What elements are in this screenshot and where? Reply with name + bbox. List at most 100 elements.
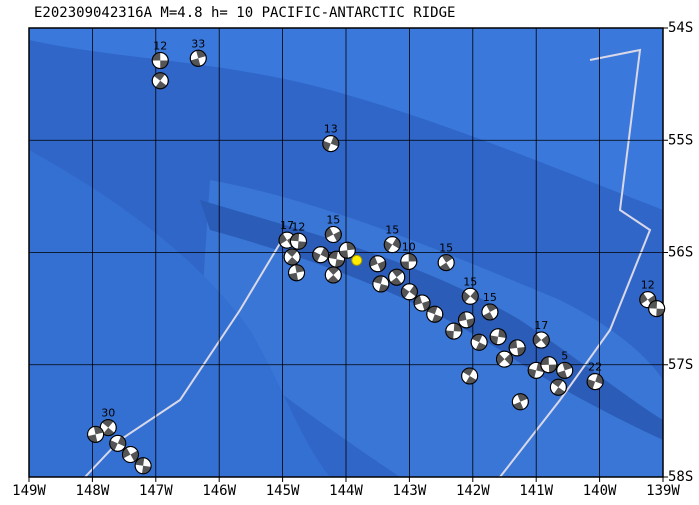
beachball-quadrant — [346, 242, 356, 251]
beachball-outline — [151, 72, 169, 90]
beachball-outline — [322, 135, 340, 153]
beachball-quadrant — [462, 291, 471, 303]
focal-mechanism — [288, 264, 306, 282]
focal-mechanism — [121, 446, 139, 464]
focal-mechanism — [413, 294, 431, 312]
beachball-quadrant — [470, 290, 479, 302]
focal-mechanism — [508, 339, 526, 357]
x-tick-label: 149W — [12, 483, 46, 499]
beachball-outline — [189, 49, 207, 67]
beachball-quadrant — [408, 253, 417, 262]
focal-mechanism — [445, 322, 463, 340]
beachball-outline — [457, 311, 475, 329]
beachball-outline — [445, 322, 463, 340]
beachball-quadrant — [288, 272, 299, 281]
focal-mechanism — [556, 361, 574, 379]
beachball-outline — [461, 287, 479, 305]
focal-mechanism — [338, 241, 356, 259]
beachball-outline — [648, 300, 666, 318]
focal-mechanism — [648, 300, 666, 318]
depth-label: 12 — [641, 279, 655, 292]
beachball-quadrant — [295, 264, 305, 273]
focal-mechanism — [388, 268, 406, 286]
beachball-quadrant — [333, 230, 342, 242]
x-tick-label: 142W — [456, 483, 490, 499]
epicenter — [351, 254, 363, 266]
focal-mechanism — [324, 266, 342, 284]
beachball-quadrant — [439, 262, 451, 271]
depth-label: 15 — [463, 275, 477, 288]
beachball-outline — [134, 457, 152, 475]
beachball-quadrant — [286, 256, 299, 265]
beachball-quadrant — [142, 465, 152, 474]
beachball-quadrant — [339, 250, 349, 259]
y-tick-label: 54S — [668, 20, 693, 36]
beachball-quadrant — [466, 318, 475, 328]
focal-mechanism — [134, 457, 152, 475]
focal-mechanism — [586, 373, 604, 391]
beachball-quadrant — [390, 277, 402, 286]
beachball-quadrant — [384, 240, 393, 252]
depth-label: 10 — [402, 240, 416, 253]
depth-label: 5 — [561, 349, 568, 362]
focal-mechanism — [383, 236, 401, 254]
beachball-quadrant — [328, 251, 338, 260]
focal-mechanism — [109, 434, 127, 452]
beachball-quadrant — [504, 353, 513, 365]
beachball-quadrant — [656, 308, 665, 317]
beachball-outline — [540, 356, 558, 374]
x-tick-label: 146W — [202, 483, 236, 499]
depth-label: 22 — [588, 361, 602, 374]
focal-mechanism — [369, 255, 387, 273]
depth-label: 17 — [280, 219, 294, 232]
beachball-outline — [369, 255, 387, 273]
depth-label: 30 — [101, 407, 115, 420]
beachball-quadrant — [409, 285, 418, 297]
beachball-quadrant — [87, 434, 98, 443]
beachball-quadrant — [441, 254, 453, 263]
beachball-outline — [87, 425, 105, 443]
beachball-quadrant — [553, 387, 565, 396]
depth-label: 15 — [385, 224, 399, 237]
focal-mechanism — [283, 248, 301, 266]
beachball-outline — [383, 236, 401, 254]
beachball-quadrant — [648, 300, 658, 309]
x-tick-label: 139W — [646, 483, 680, 499]
beachball-quadrant — [327, 274, 339, 283]
beachball-outline — [400, 283, 418, 301]
beachball-quadrant — [551, 379, 563, 388]
x-tick-label: 147W — [139, 483, 173, 499]
beachball-quadrant — [153, 72, 166, 81]
focal-mechanism — [461, 367, 479, 385]
beachball-quadrant — [486, 303, 497, 312]
beachball-quadrant — [102, 419, 114, 428]
beachball-quadrant — [135, 457, 145, 466]
beachball-quadrant — [509, 339, 518, 349]
beachball-outline — [324, 266, 342, 284]
beachball-quadrant — [286, 248, 298, 257]
beachball-quadrant — [401, 287, 410, 299]
beachball-quadrant — [160, 60, 169, 69]
focal-mechanism — [426, 305, 444, 323]
beachball-outline — [437, 254, 455, 272]
beachball-outline — [511, 393, 529, 411]
depth-label: 12 — [291, 220, 305, 233]
focal-mechanism — [481, 303, 499, 321]
beachball-quadrant — [290, 233, 300, 242]
focal-mechanism — [400, 252, 418, 270]
focal-mechanism — [496, 350, 513, 368]
beachball-outline — [151, 52, 169, 70]
beachball-quadrant — [465, 375, 477, 384]
focal-mechanism — [322, 135, 340, 153]
beachball-quadrant — [327, 266, 340, 275]
beachball-quadrant — [540, 356, 549, 366]
y-tick-label: 55S — [668, 132, 693, 148]
depth-label: 17 — [534, 319, 548, 332]
focal-mechanism — [461, 287, 479, 305]
y-tick-label: 58S — [668, 469, 693, 485]
beachball-outline — [312, 246, 330, 264]
beachball-outline — [586, 373, 604, 391]
